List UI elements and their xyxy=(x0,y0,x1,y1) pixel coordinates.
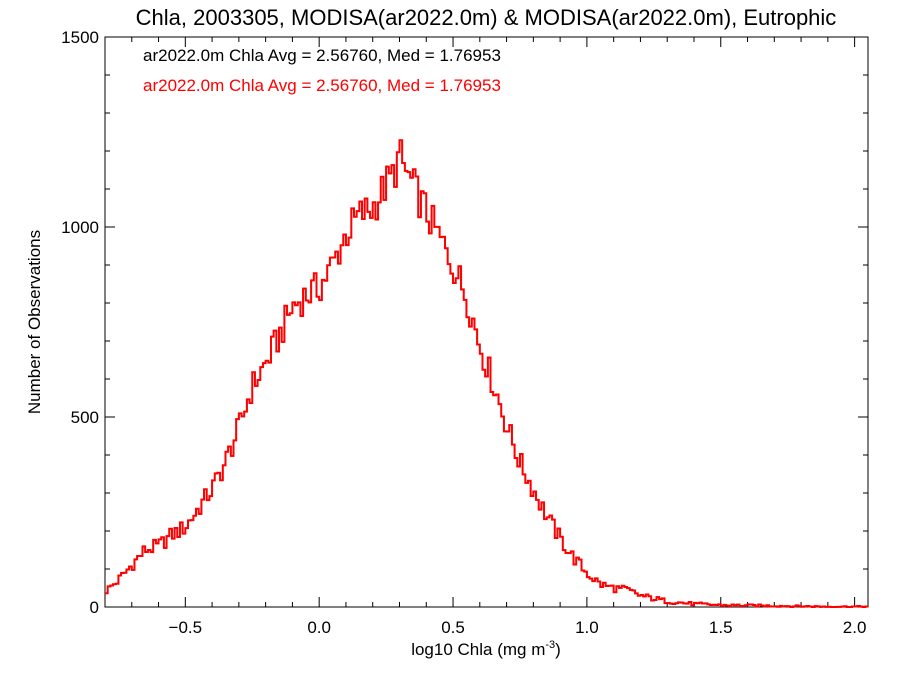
histogram-series-red xyxy=(105,139,868,608)
x-tick-label: 1.0 xyxy=(575,618,599,637)
y-tick-label: 1500 xyxy=(61,28,99,47)
stats-annotation-black: ar2022.0m Chla Avg = 2.56760, Med = 1.76… xyxy=(143,46,501,65)
y-tick-label: 0 xyxy=(90,598,99,617)
y-axis-ticks: 0 500 1000 1500 xyxy=(61,28,868,617)
x-tick-label: 0.5 xyxy=(441,618,465,637)
x-axis-label-superscript: -3 xyxy=(545,639,555,651)
x-axis-ticks: −0.5 0.0 0.5 1.0 1.5 2.0 xyxy=(104,37,867,637)
x-axis-label-close: ) xyxy=(555,640,561,659)
x-tick-label: −0.5 xyxy=(169,618,203,637)
x-axis-label-text: log10 Chla (mg m xyxy=(411,640,545,659)
x-tick-label: 2.0 xyxy=(843,618,867,637)
series-layer xyxy=(105,139,868,608)
x-axis-label: log10 Chla (mg m-3) xyxy=(411,639,561,659)
x-tick-label: 0.0 xyxy=(307,618,331,637)
stats-annotation-red: ar2022.0m Chla Avg = 2.56760, Med = 1.76… xyxy=(143,76,501,95)
y-tick-label: 1000 xyxy=(61,218,99,237)
plot-frame xyxy=(104,36,869,608)
y-axis-label: Number of Observations xyxy=(25,230,44,414)
y-tick-label: 500 xyxy=(71,408,99,427)
x-tick-label: 1.5 xyxy=(709,618,733,637)
chart-title: Chla, 2003305, MODISA(ar2022.0m) & MODIS… xyxy=(136,5,837,30)
